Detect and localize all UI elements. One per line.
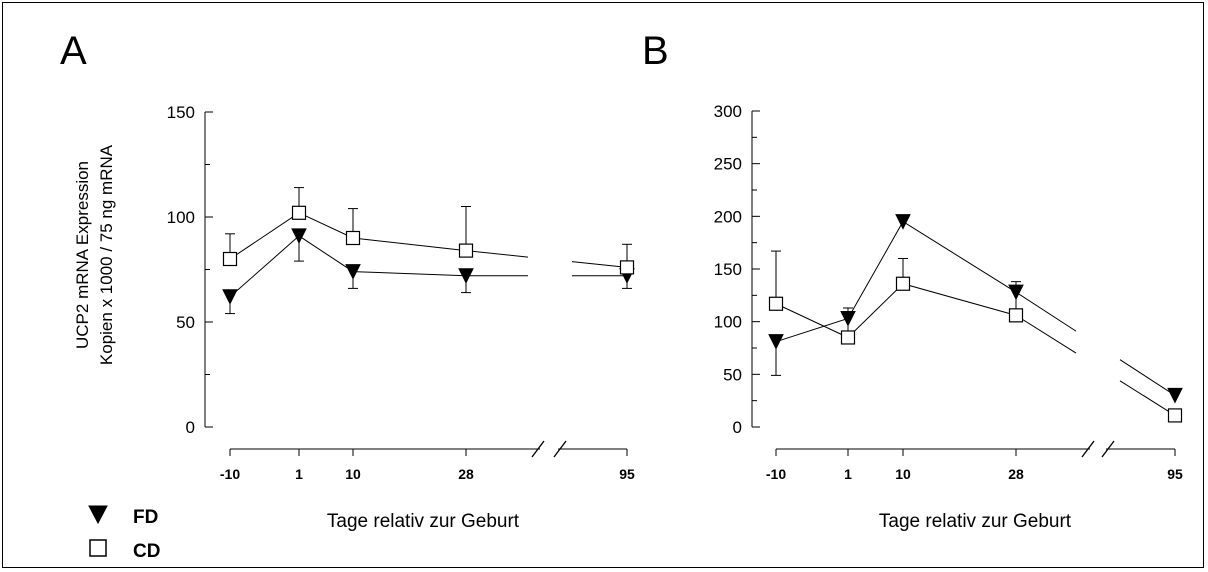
- panel-b-series-cd-line: [775, 283, 1077, 354]
- panel-a-xlabel: Tage relativ zur Geburt: [327, 511, 520, 532]
- legend-marker-fd: [88, 505, 108, 525]
- panel-b-x-tick-label: 95: [1167, 466, 1183, 482]
- panel-b-y-tick-label: 50: [723, 365, 742, 384]
- panel-a-series-fd-point: [458, 268, 474, 284]
- panel-a-series-fd-point: [291, 228, 307, 245]
- panel-a-series-fd-point: [222, 289, 238, 305]
- panel-b-y-tick-label: 150: [714, 260, 742, 279]
- panel-b: B Tage relativ zur Geburt 0 50 100 150 200 25…: [642, 29, 1183, 532]
- panel-a: A UCP2 mRNA Expression Kopien x 1000 / 7…: [60, 29, 635, 532]
- panel-b-letter: B: [642, 29, 669, 73]
- panel-b-xlabel: Tage relativ zur Geburt: [879, 511, 1072, 532]
- panel-b-x-tick-label: 10: [895, 466, 911, 482]
- panel-b-series-cd-point: [768, 296, 784, 311]
- panel-b-y-tick-label: 300: [714, 102, 742, 121]
- legend: FD CD: [88, 505, 160, 562]
- panel-b-series-cd-point: [840, 330, 856, 345]
- panel-a-axis-break-mark: [553, 440, 567, 458]
- panel-a-ylabel-line1: UCP2 mRNA Expression: [73, 161, 92, 349]
- panel-a-x-tick-label: 10: [345, 466, 361, 482]
- panel-b-series-cd-point: [1008, 308, 1024, 323]
- panel-a-y-tick-label: 150: [167, 103, 195, 122]
- panel-b-series-fd-line-after-break: [1119, 359, 1176, 396]
- panel-b-y-tick-label: 250: [714, 155, 742, 174]
- panel-b-series-fd-line: [775, 220, 1077, 343]
- panel-a-series-cd-line: [229, 212, 529, 260]
- panel-a-series-cd-point: [345, 230, 361, 246]
- panel-a-series-cd-point: [619, 260, 635, 275]
- panel-b-y-tick-label: 100: [714, 313, 742, 332]
- panel-b-series-fd-point: [1167, 387, 1183, 404]
- panel-a-series-fd-point: [345, 264, 361, 280]
- panel-b-x-tick-label: 28: [1008, 466, 1024, 482]
- panel-a-series-cd-point: [222, 251, 238, 267]
- panel-a-series-fd-line: [229, 235, 528, 298]
- panel-a-x-tick-label: -10: [220, 466, 240, 482]
- panel-a-ylabel-line2: Kopien x 1000 / 75 ng mRNA: [97, 144, 116, 365]
- panel-b-series-fd-point: [768, 334, 784, 350]
- legend-label-fd: FD: [133, 507, 158, 528]
- panel-a-y-tick-label: 50: [176, 313, 195, 332]
- panel-a-series-cd-point: [291, 205, 307, 220]
- panel-b-series-fd-point: [895, 214, 911, 230]
- panel-b-axis-break-mark: [1101, 440, 1115, 458]
- legend-label-cd: CD: [133, 541, 160, 562]
- panel-b-series-cd-point: [895, 276, 911, 291]
- panel-b-x-tick-label: 1: [844, 466, 852, 482]
- panel-a-y-tick-label: 0: [186, 418, 195, 437]
- legend-marker-cd: [89, 539, 107, 557]
- panel-a-series-cd-point: [458, 243, 474, 258]
- panel-b-axis-break-mark: [1081, 440, 1095, 458]
- panel-a-axis-break-mark: [531, 440, 545, 458]
- panel-a-x-tick-label: 28: [458, 466, 474, 482]
- panel-b-y-tick-label: 0: [733, 418, 742, 437]
- panel-a-series-cd-line-after-break: [571, 261, 628, 268]
- panel-b-x-tick-label: -10: [766, 466, 786, 482]
- panel-b-series-cd-point: [1167, 408, 1183, 423]
- panel-a-letter: A: [60, 29, 87, 73]
- panel-a-x-tick-label: 95: [619, 466, 635, 482]
- panel-b-y-tick-label: 200: [714, 207, 742, 226]
- panel-a-x-tick-label: 1: [295, 466, 303, 482]
- panel-a-y-tick-label: 100: [167, 208, 195, 227]
- panel-b-series-cd-line-after-break: [1119, 380, 1176, 416]
